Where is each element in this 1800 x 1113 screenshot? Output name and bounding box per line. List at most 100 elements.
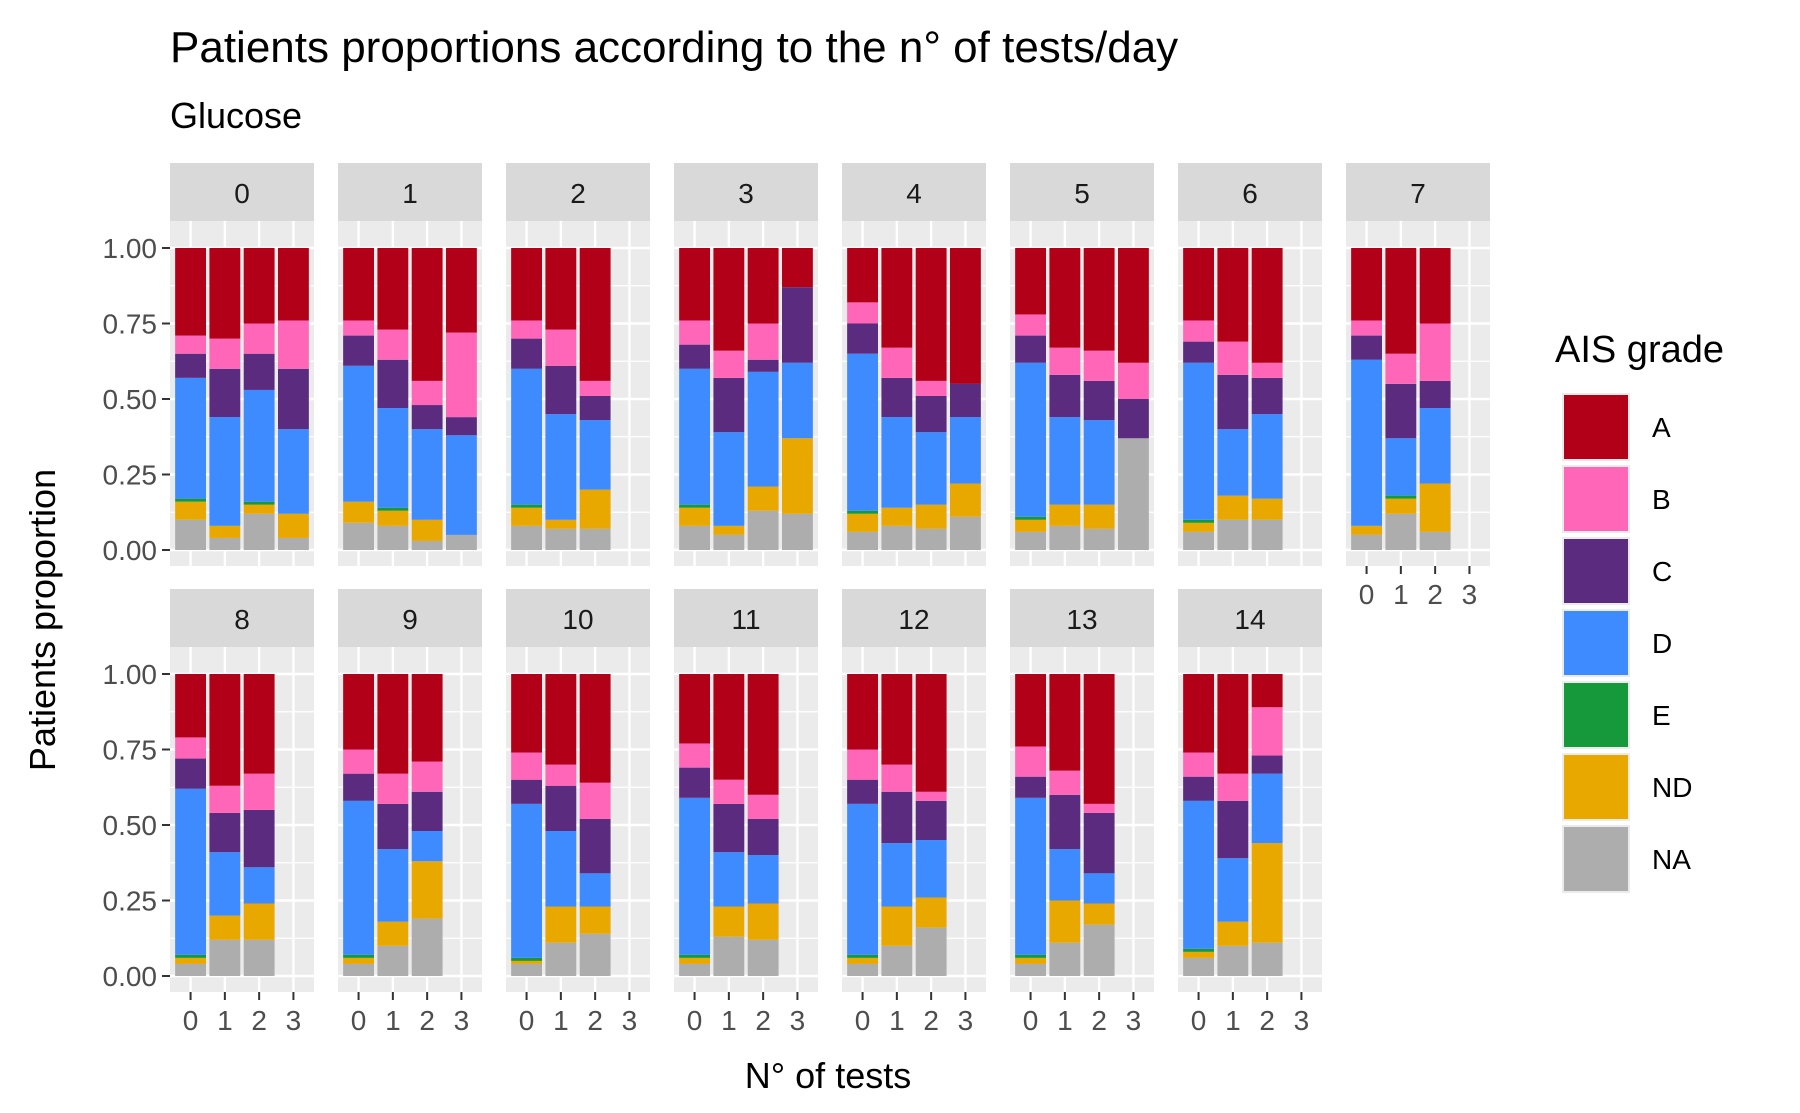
bar-segment-a <box>747 674 779 795</box>
bar-group-2 <box>915 674 947 976</box>
bar-group-1 <box>1049 248 1081 550</box>
bar-group-2 <box>243 248 275 550</box>
bar-segment-b <box>1015 746 1046 777</box>
bar-segment-b <box>175 737 206 759</box>
bar-segment-d <box>950 417 981 484</box>
bar-segment-a <box>511 674 542 753</box>
bar-segment-d <box>713 852 745 907</box>
bar-segment-a <box>343 248 374 321</box>
bar-segment-a <box>950 248 981 384</box>
bar-segment-b <box>881 347 913 378</box>
bar-segment-d <box>1217 858 1249 922</box>
bar-segment-b <box>1183 320 1214 342</box>
bar-segment-d <box>1049 417 1081 505</box>
bar-segment-b <box>1183 752 1214 777</box>
bar-segment-na <box>1217 945 1249 976</box>
bar-group-3 <box>782 248 813 550</box>
bar-segment-nd <box>915 897 947 928</box>
bar-segment-b <box>679 743 710 768</box>
bar-group-0 <box>343 248 374 550</box>
x-tick-label: 1 <box>1057 1005 1073 1036</box>
bar-segment-c <box>1251 377 1283 415</box>
bar-segment-b <box>1217 341 1249 375</box>
bar-segment-b <box>1049 770 1081 795</box>
facet-strip <box>170 589 314 647</box>
bar-segment-na <box>175 519 206 550</box>
bar-segment-c <box>579 395 611 421</box>
bar-segment-b <box>175 335 206 354</box>
x-tick-label: 2 <box>419 1005 435 1036</box>
bar-segment-d <box>1083 873 1115 904</box>
bar-segment-na <box>243 939 275 976</box>
bar-segment-na <box>1183 957 1214 976</box>
legend-key-swatch <box>1564 539 1628 603</box>
x-tick-label: 2 <box>1427 579 1443 610</box>
bar-segment-nd <box>411 519 443 541</box>
legend-item-b: B <box>1562 465 1671 533</box>
bar-segment-na <box>713 534 745 550</box>
bar-segment-na <box>1083 528 1115 550</box>
facet-panel-4: 4 <box>842 163 986 566</box>
bar-segment-e <box>1385 495 1417 499</box>
bar-group-0 <box>1351 248 1382 550</box>
bar-segment-a <box>511 248 542 321</box>
bar-segment-b <box>278 320 309 369</box>
bar-segment-a <box>1015 248 1046 315</box>
bar-segment-e <box>679 504 710 508</box>
bar-segment-b <box>579 380 611 396</box>
legend-label: C <box>1652 556 1672 587</box>
legend-label: ND <box>1652 772 1692 803</box>
bar-segment-d <box>1083 420 1115 505</box>
bar-segment-na <box>847 531 878 550</box>
bar-segment-c <box>1183 776 1214 801</box>
bar-segment-a <box>175 248 206 336</box>
facet-strip-label: 6 <box>1242 178 1258 209</box>
facet-panel-10: 10 0 1 2 3 <box>506 589 650 1036</box>
legend-item-a: A <box>1562 393 1671 461</box>
facet-panel-0: 0 0.00 0.25 0.50 0.75 1.00 <box>103 163 314 566</box>
bar-segment-a <box>1251 248 1283 363</box>
bar-segment-c <box>1251 755 1283 774</box>
bar-segment-c <box>950 383 981 418</box>
bar-segment-na <box>1217 519 1249 550</box>
bar-segment-b <box>713 779 745 804</box>
bar-segment-c <box>278 368 309 430</box>
bar-segment-c <box>343 335 374 366</box>
bar-segment-nd <box>679 957 710 964</box>
x-tick-label: 0 <box>351 1005 367 1036</box>
facet-strip-label: 12 <box>898 604 929 635</box>
bar-segment-nd <box>209 915 241 940</box>
bar-segment-d <box>243 867 275 904</box>
bar-segment-d <box>847 803 878 955</box>
bar-segment-na <box>209 939 241 976</box>
bar-segment-nd <box>1251 498 1283 520</box>
x-tick-label: 3 <box>286 1005 302 1036</box>
bar-group-0 <box>1183 674 1214 976</box>
bar-segment-d <box>747 855 779 904</box>
bar-segment-c <box>343 773 374 801</box>
bar-segment-d <box>679 797 710 955</box>
bar-segment-nd <box>1183 951 1214 958</box>
facet-panel-13: 13 0 1 2 3 <box>1010 589 1154 1036</box>
bar-segment-a <box>1217 674 1249 774</box>
bar-group-0 <box>175 674 206 976</box>
bar-segment-d <box>1351 359 1382 526</box>
bar-segment-nd <box>579 906 611 934</box>
bar-segment-b <box>209 338 241 369</box>
bar-segment-e <box>343 954 374 958</box>
bar-segment-b <box>446 332 477 418</box>
bar-segment-na <box>545 528 577 550</box>
facet-strip <box>674 163 818 221</box>
legend-item-c: C <box>1562 537 1672 605</box>
bar-segment-e <box>511 504 542 508</box>
x-tick-label: 1 <box>385 1005 401 1036</box>
bar-segment-na <box>579 933 611 976</box>
bar-group-0 <box>175 248 206 550</box>
legend-item-d: D <box>1562 609 1672 677</box>
bar-segment-e <box>847 954 878 958</box>
x-tick-label: 3 <box>1462 579 1478 610</box>
legend-label: D <box>1652 628 1672 659</box>
bar-segment-b <box>915 791 947 801</box>
bar-segment-nd <box>209 525 241 538</box>
bar-segment-nd <box>1217 495 1249 520</box>
